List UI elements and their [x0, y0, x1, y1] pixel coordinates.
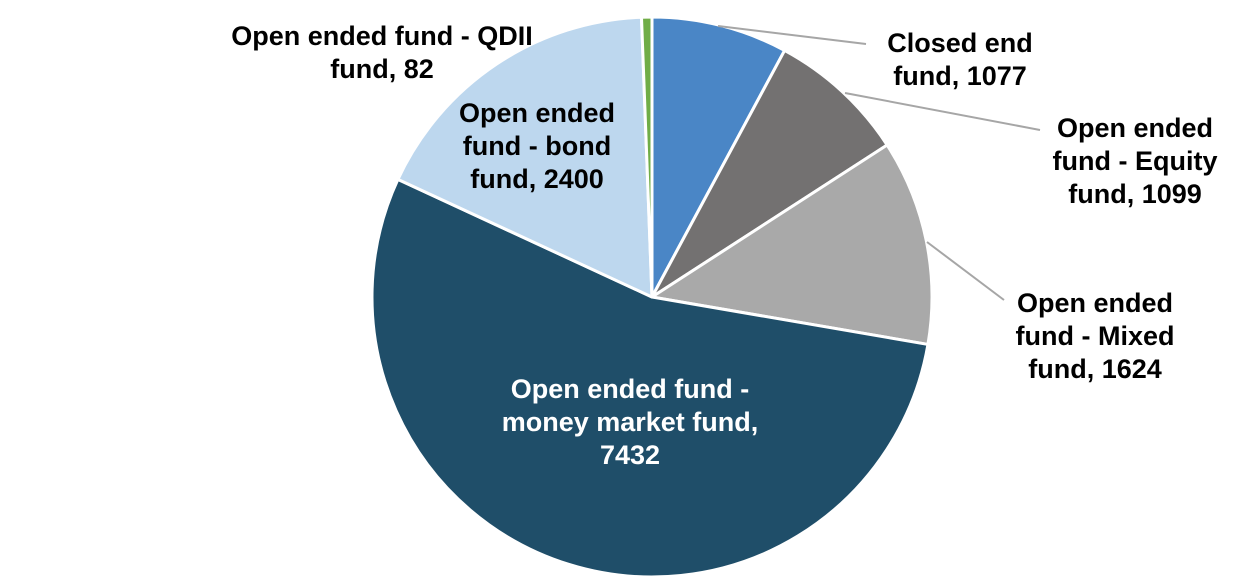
pie-slice-1 [650, 48, 889, 299]
pie-slice-5 [639, 15, 654, 299]
pie-slice-4 [396, 15, 654, 299]
slice-label-0: Closed end fund, 1077 [887, 28, 1033, 91]
leader-line-0 [717, 25, 867, 45]
leader-line-2 [926, 241, 1005, 301]
pie-slice-2 [650, 143, 934, 346]
slice-label-4: Open ended fund - bond fund, 2400 [459, 98, 615, 194]
slice-label-3: Open ended fund -money market fund, 7432 [502, 374, 759, 470]
leader-line-1 [844, 92, 1041, 131]
pie-slice-3 [370, 177, 930, 579]
slice-label-5: Open ended fund - QDII fund, 82 [231, 21, 532, 84]
slice-label-2: Open ended fund - Mixed fund, 1624 [1016, 288, 1175, 384]
slice-label-1: Open ended fund - Equity fund, 1099 [1053, 113, 1218, 209]
